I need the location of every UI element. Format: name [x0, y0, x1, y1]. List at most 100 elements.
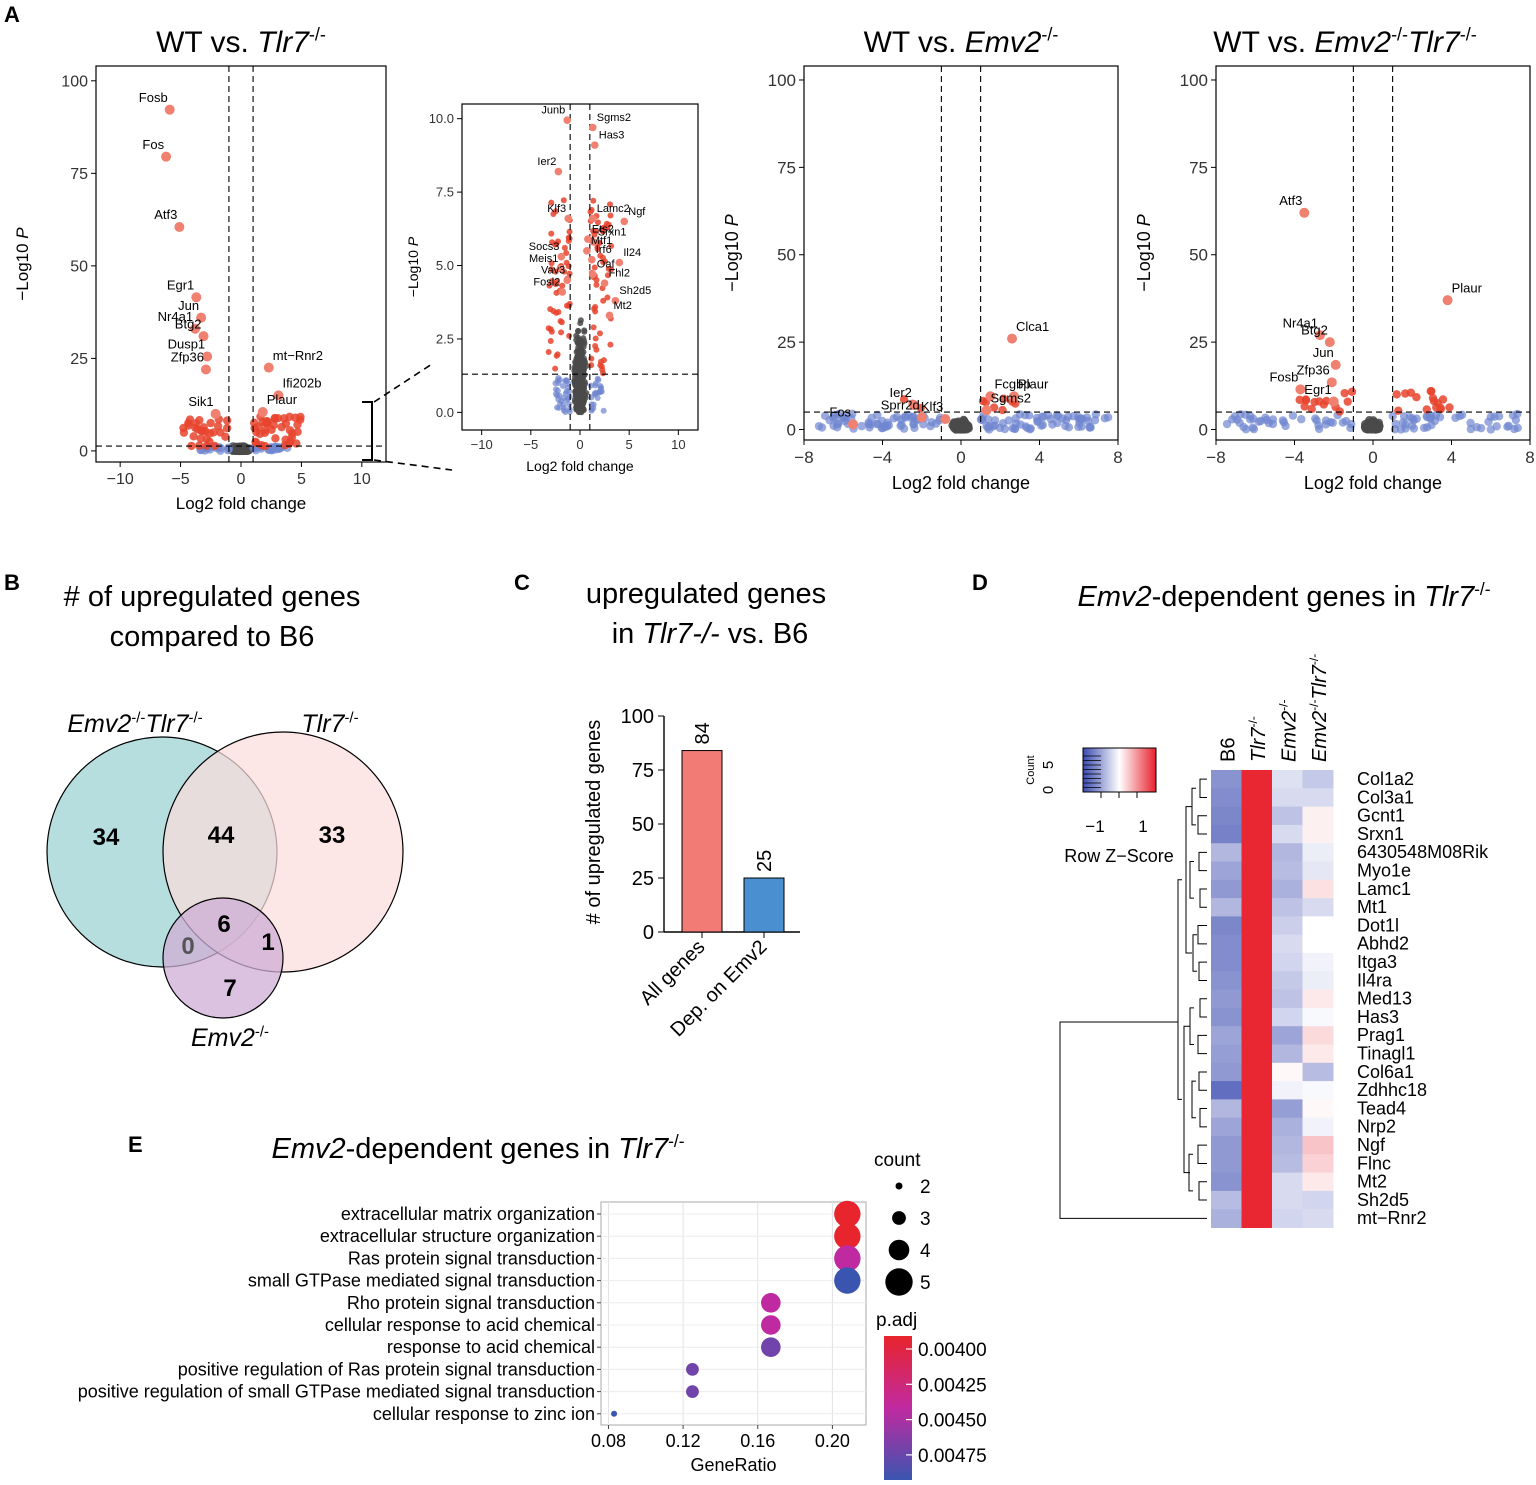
heatmap-cell [1211, 1117, 1242, 1137]
labeled-point [1328, 396, 1339, 407]
heatmap-cell [1302, 1062, 1334, 1082]
labeled-point [589, 238, 598, 246]
text-part: in [612, 618, 643, 650]
data-point [592, 335, 599, 342]
labeled-point [590, 141, 599, 149]
heatmap-cell [1302, 824, 1334, 844]
text-part: B6 [1217, 738, 1239, 762]
data-point [562, 408, 569, 415]
data-point [999, 394, 1008, 403]
y-tick-label: 50 [777, 246, 796, 265]
data-point [553, 352, 560, 359]
text-part: −Log [1134, 251, 1154, 292]
set-label: Emv2-/-​ [191, 1024, 269, 1053]
gene-label: Ngf [628, 206, 646, 218]
data-point [1032, 413, 1042, 423]
data-point [1048, 420, 1057, 429]
heatmap-cell [1241, 953, 1273, 972]
term-label: cellular response to acid chemical [325, 1315, 595, 1335]
column-label: Tlr7-/-​ [1246, 716, 1270, 762]
labeled-point [588, 123, 597, 132]
y-tick-label: 75 [1189, 158, 1208, 177]
labeled-point [848, 419, 859, 430]
y-tick-label: 0 [79, 443, 88, 460]
x-tick-label: −5 [523, 437, 538, 452]
text-part: Emv2 [1309, 711, 1331, 762]
venn-count: 44 [208, 822, 235, 849]
text-part: -/- [255, 1024, 269, 1041]
labeled-point [611, 296, 620, 305]
labeled-point [1442, 295, 1453, 306]
data-point [864, 418, 873, 427]
gene-label: Vav3 [541, 265, 565, 277]
text-part: Emv2 [1278, 711, 1300, 762]
text-part: upregulated genes [586, 578, 826, 610]
text-part: Tlr7 [1408, 26, 1461, 59]
heatmap-cell [1302, 1099, 1334, 1119]
data-point [222, 423, 232, 433]
labeled-point [1007, 333, 1018, 344]
data-point [574, 385, 581, 392]
text-part: -/- [1307, 700, 1321, 711]
heatmap-cell [1241, 916, 1273, 936]
data-point [880, 421, 889, 431]
dendrogram-branch [1192, 934, 1197, 972]
labeled-point [985, 391, 996, 402]
data-point [560, 383, 567, 390]
dendrogram-branch [1198, 851, 1207, 872]
data-point [184, 418, 193, 428]
heatmap-cell [1272, 788, 1303, 808]
heatmap-cell [1302, 1007, 1334, 1027]
x-tick-label: −8 [1206, 448, 1225, 467]
data-point [191, 419, 201, 428]
hist-tick-label: 0 [1040, 786, 1057, 794]
term-dot [761, 1315, 781, 1335]
y-tick-label: 25 [70, 351, 88, 368]
labeled-point [1295, 384, 1306, 395]
heatmap-cell [1211, 989, 1242, 1009]
data-point [1508, 411, 1518, 420]
venn-count: 1 [261, 929, 274, 956]
term-label: positive regulation of small GTPase medi… [78, 1382, 595, 1402]
gene-label: Oaf [597, 259, 616, 271]
row-label: Itga3 [1357, 952, 1397, 972]
hist-tick-label: 5 [1040, 761, 1057, 769]
labeled-point [605, 311, 614, 320]
size-legend-dot [885, 1268, 913, 1296]
labeled-point [588, 214, 597, 223]
text-part: 2 [204, 494, 213, 513]
data-point [599, 254, 606, 261]
dendrogram-branch [1199, 888, 1207, 908]
data-point [1016, 420, 1025, 429]
labeled-point [161, 151, 172, 162]
labeled-point [584, 235, 592, 243]
row-label: Col3a1 [1357, 787, 1414, 807]
data-point [1103, 413, 1113, 422]
labeled-point [563, 116, 572, 124]
heatmap-cell [1272, 898, 1303, 917]
text-part: 10 [722, 231, 742, 251]
labeled-point [1299, 207, 1310, 218]
data-point [1492, 422, 1501, 431]
data-point [547, 337, 554, 344]
text-part: fold change [1344, 473, 1442, 493]
data-point [988, 422, 998, 431]
bar [681, 750, 723, 933]
heatmap-cell [1272, 1081, 1303, 1100]
data-point [1412, 414, 1421, 423]
term-label: Ras protein signal transduction [348, 1248, 595, 1268]
row-label: Prag1 [1357, 1025, 1405, 1045]
labeled-point [190, 323, 201, 334]
text-part: Tlr7 [301, 710, 345, 738]
data-point [1061, 421, 1070, 431]
data-point [566, 235, 573, 242]
data-point [892, 412, 902, 422]
heatmap-cell [1302, 989, 1334, 1009]
heatmap-cell [1211, 861, 1242, 881]
dendrogram-branch [1197, 815, 1207, 835]
heatmap-cell [1211, 1007, 1242, 1027]
data-point [566, 408, 573, 415]
gene-label: Sh2d5 [619, 285, 651, 297]
data-point [1312, 416, 1321, 425]
data-point [1445, 403, 1454, 412]
